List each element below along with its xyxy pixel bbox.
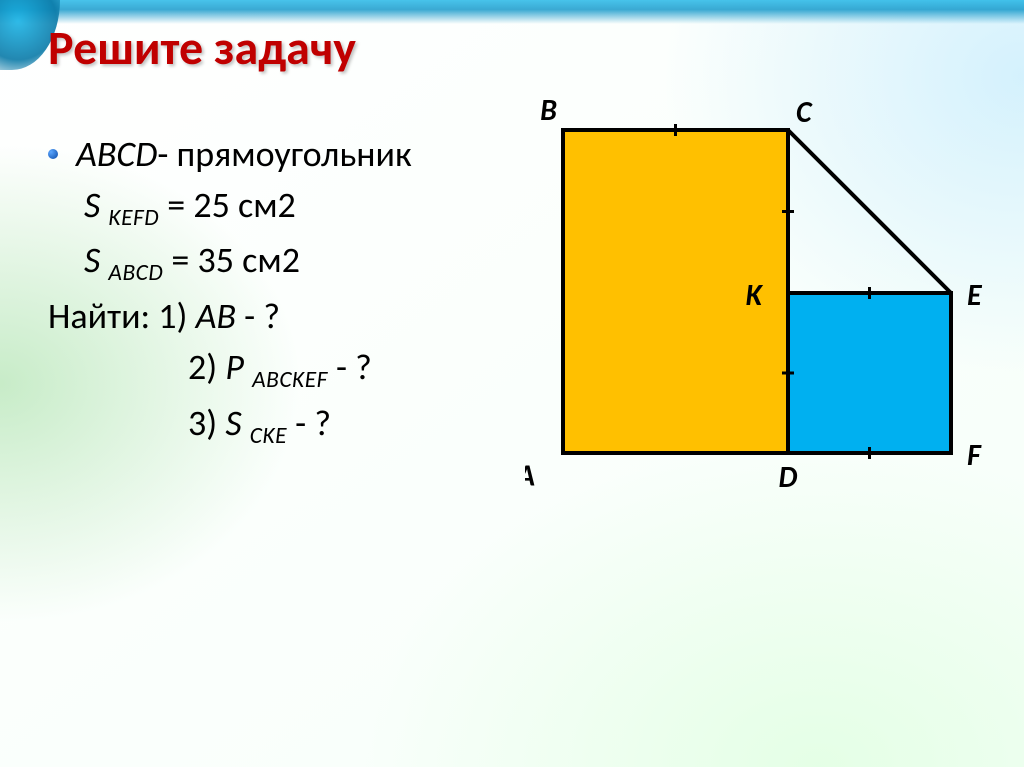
line-5: 2) P ABCKEF - ? — [48, 343, 508, 397]
text: 2) P ABCKEF - ? — [188, 343, 372, 397]
line-1: ABCD- прямоугольник — [48, 130, 508, 179]
slide: Решите задачу ABCD- прямоугольник S KEFD… — [0, 0, 1024, 767]
geometry-figure: B C A D K E F — [525, 98, 995, 498]
slide-title: Решите задачу — [48, 18, 356, 77]
svg-text:E: E — [967, 277, 983, 314]
svg-text:B: B — [540, 98, 557, 129]
text: S ABCD = 35 см2 — [84, 236, 300, 290]
svg-text:F: F — [967, 437, 982, 474]
text: 3) S CKE - ? — [188, 399, 331, 453]
text: S KEFD = 25 см2 — [84, 181, 296, 235]
svg-text:D: D — [779, 459, 798, 496]
line-4: Найти: 1) AB - ? — [48, 292, 508, 341]
text: Найти: 1) AB - ? — [48, 292, 280, 341]
bullet-icon — [48, 149, 58, 159]
problem-text: ABCD- прямоугольник S KEFD = 25 см2 S AB… — [48, 130, 508, 454]
svg-text:K: K — [746, 277, 764, 314]
svg-text:A: A — [525, 457, 535, 494]
abcd-italic: ABCD — [76, 132, 157, 176]
text: ABCD- прямоугольник — [76, 130, 412, 179]
svg-text:C: C — [796, 98, 813, 131]
line-6: 3) S CKE - ? — [48, 399, 508, 453]
line-3: S ABCD = 35 см2 — [48, 236, 508, 290]
line-2: S KEFD = 25 см2 — [48, 181, 508, 235]
figure-svg: B C A D K E F — [525, 98, 995, 498]
